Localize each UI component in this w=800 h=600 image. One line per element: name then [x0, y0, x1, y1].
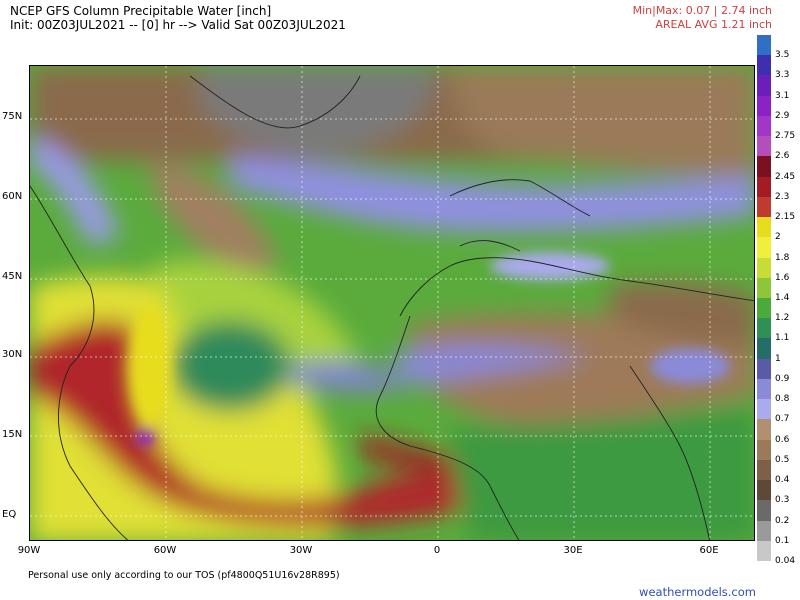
colorbar-label: 2.6 [775, 151, 790, 162]
map-canvas [30, 66, 754, 540]
lon-label-30e: 30E [563, 545, 583, 556]
colorbar-label: 2.45 [775, 171, 796, 182]
areal-average-readout: AREAL AVG 1.21 inch [655, 18, 772, 31]
colorbar-label: 0.6 [775, 434, 790, 445]
lon-label-90w: 90W [17, 545, 41, 556]
colorbar-swatch [757, 399, 771, 420]
colorbar-label: 2.9 [775, 110, 790, 121]
colorbar-label: 2.3 [775, 191, 790, 202]
chart-title-block: NCEP GFS Column Precipitable Water [inch… [10, 4, 346, 32]
colorbar-swatch [757, 318, 771, 339]
colorbar-swatch [757, 540, 771, 562]
graticule [30, 66, 754, 540]
colorbar-swatch [757, 277, 771, 299]
colorbar-label: 2.15 [775, 212, 796, 223]
colorbar-swatch [757, 217, 771, 238]
colorbar-label: 2.75 [775, 131, 796, 142]
colorbar-label: 0.04 [775, 556, 796, 566]
colorbar-swatch [757, 459, 771, 481]
colorbar-label: 1.8 [775, 252, 790, 263]
colorbar-label: 1.2 [775, 313, 790, 324]
colorbar-label: 0.4 [775, 475, 790, 486]
lon-label-0: 0 [433, 545, 441, 556]
colorbar-label: 2 [775, 232, 781, 243]
min-max-readout: Min|Max: 0.07 | 2.74 inch [632, 4, 772, 17]
colorbar-swatch [757, 156, 771, 178]
colorbar-label: 0.1 [775, 535, 790, 546]
colorbar-label: 0.3 [775, 495, 790, 506]
colorbar-swatch [757, 520, 771, 542]
colorbar-swatch [757, 378, 771, 400]
colorbar-swatch [757, 419, 771, 441]
colorbar-swatch [757, 500, 771, 522]
colorbar-label: 0.7 [775, 414, 790, 425]
colorbar-swatch [757, 439, 771, 461]
colorbar-swatch [757, 237, 771, 259]
init-valid-line: Init: 00Z03JUL2021 -- [0] hr --> Valid S… [10, 18, 346, 32]
colorbar-swatch [757, 136, 771, 157]
colorbar-swatch [757, 358, 771, 380]
colorbar-swatch [757, 196, 771, 218]
colorbar-label: 3.5 [775, 50, 790, 61]
colorbar-swatch [757, 257, 771, 279]
colorbar-swatch [757, 176, 771, 198]
lat-label-30n: 30N [2, 349, 23, 360]
colorbar-label: 0.8 [775, 394, 790, 405]
lat-label-eq: EQ [2, 509, 17, 520]
pw-field-layers [30, 66, 754, 540]
colorbar-label: 3.3 [775, 70, 790, 81]
precipitable-water-map [29, 65, 755, 541]
colorbar-label: 0.5 [775, 454, 790, 465]
lon-label-60e: 60E [699, 545, 719, 556]
colorbar-swatch [757, 338, 771, 360]
brand-link[interactable]: weathermodels.com [639, 585, 756, 599]
colorbar-label: 3.1 [775, 90, 790, 101]
colorbar-label: 1.4 [775, 293, 790, 303]
colorbar-swatch [757, 480, 771, 501]
colorbar-label: 1 [775, 353, 781, 364]
colorbar-swatch [757, 35, 771, 56]
colorbar-swatch [757, 55, 771, 76]
tos-notice: Personal use only according to our TOS (… [28, 570, 340, 581]
colorbar-label: 1.6 [775, 272, 790, 283]
coastlines [30, 75, 754, 540]
lat-label-60n: 60N [2, 191, 23, 202]
lat-label-15n: 15N [2, 429, 23, 440]
colorbar-swatch [757, 75, 771, 97]
lon-label-60w: 60W [153, 545, 177, 556]
colorbar-swatch [757, 95, 771, 117]
colorbar-label: 0.9 [775, 373, 790, 384]
lat-label-45n: 45N [2, 271, 23, 282]
colorbar-label: 0.2 [775, 515, 790, 526]
colorbar-label: 1.1 [775, 333, 790, 344]
colorbar-swatch [757, 298, 771, 319]
chart-title: NCEP GFS Column Precipitable Water [inch… [10, 4, 272, 18]
lat-label-75n: 75N [2, 111, 23, 122]
colorbar-swatch [757, 115, 771, 137]
lon-label-30w: 30W [289, 545, 313, 556]
stats-block: Min|Max: 0.07 | 2.74 inch AREAL AVG 1.21… [633, 4, 772, 32]
